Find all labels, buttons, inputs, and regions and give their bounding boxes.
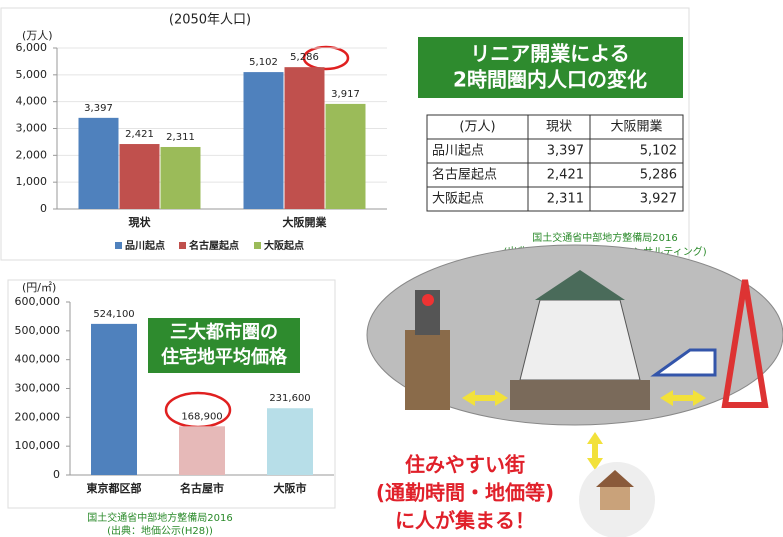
table-text: 5,286	[640, 168, 677, 183]
x-tick-label: 大阪開業	[283, 215, 328, 229]
bar	[244, 72, 284, 209]
y-tick-label: 200,000	[15, 410, 61, 423]
bar	[285, 67, 325, 209]
bar	[326, 104, 366, 209]
table-text: 大阪開業	[610, 119, 662, 135]
y-tick-label: 4,000	[16, 95, 48, 108]
banner-text: 三大都市圏の	[170, 321, 278, 343]
table-text: 5,102	[640, 144, 677, 159]
x-tick-label: 名古屋市	[180, 481, 224, 495]
table-text: (万人)	[459, 120, 495, 135]
data-label: 3,397	[84, 103, 113, 114]
x-tick-label: 東京都区部	[87, 481, 142, 495]
slogan: に人が集まる！	[395, 509, 535, 533]
page: (2050年人口) (万人) (円/㎡) リニア開業による 2時間圏内人口の変化…	[0, 0, 783, 537]
arrow	[587, 432, 603, 470]
table-text: 大阪起点	[432, 192, 484, 207]
source: (出典：地価公示(H28))	[107, 524, 213, 537]
table-text: 2,421	[547, 168, 584, 183]
house	[600, 485, 630, 510]
chart1-title: (2050年人口)	[169, 13, 251, 28]
slogan: (通勤時間・地価等)	[376, 481, 554, 505]
legend-label: 大阪起点	[264, 239, 304, 252]
tower	[405, 330, 450, 410]
source: 国土交通省中部地方整備局2016	[87, 511, 232, 524]
table-text: 3,397	[547, 144, 584, 159]
y-tick-label: 0	[40, 202, 47, 215]
banner-text: 2時間圏内人口の変化	[453, 68, 647, 92]
data-label: 5,102	[249, 57, 278, 68]
table-text: 名古屋起点	[432, 167, 497, 183]
data-label: 524,100	[93, 309, 134, 320]
banner-text: リニア開業による	[470, 42, 629, 66]
table-text: 3,927	[640, 192, 677, 207]
y-tick-label: 400,000	[15, 353, 61, 366]
y-tick-label: 300,000	[15, 382, 61, 395]
x-tick-label: 現状	[129, 215, 152, 229]
data-label: 231,600	[269, 393, 310, 404]
y-tick-label: 0	[53, 468, 60, 481]
legend-swatch	[115, 242, 122, 249]
data-label: 168,900	[181, 411, 222, 422]
y-axis-label: (円/㎡)	[22, 281, 56, 294]
table-text: 2,311	[547, 192, 584, 207]
y-tick-label: 5,000	[16, 68, 48, 81]
bar	[79, 118, 119, 209]
castle	[520, 300, 640, 380]
slogan: 住みやすい街	[405, 453, 525, 477]
x-tick-label: 大阪市	[274, 481, 307, 495]
y-tick-label: 2,000	[16, 148, 48, 161]
y-tick-label: 100,000	[15, 439, 61, 452]
legend-label: 名古屋起点	[189, 239, 239, 252]
data-label: 5,286	[290, 52, 319, 63]
banner-text: 住宅地平均価格	[161, 346, 288, 368]
y-tick-label: 500,000	[15, 324, 61, 337]
legend-swatch	[254, 242, 261, 249]
legend-swatch	[179, 242, 186, 249]
y-tick-label: 3,000	[16, 122, 48, 135]
bar	[161, 147, 201, 209]
y-tick-label: 600,000	[15, 295, 61, 308]
bar	[267, 408, 313, 475]
bar	[179, 426, 225, 475]
bar	[120, 144, 160, 209]
table-text: 品川起点	[432, 144, 484, 159]
source: 国土交通省中部地方整備局2016	[532, 231, 677, 244]
data-label: 2,311	[166, 132, 195, 143]
legend-label: 品川起点	[125, 239, 165, 252]
y-tick-label: 6,000	[16, 41, 48, 54]
data-label: 2,421	[125, 129, 154, 140]
tower	[422, 294, 434, 306]
data-label: 3,917	[331, 89, 360, 100]
castle	[510, 380, 650, 410]
table-text: 現状	[546, 120, 572, 135]
bar	[91, 324, 137, 475]
y-tick-label: 1,000	[16, 175, 48, 188]
